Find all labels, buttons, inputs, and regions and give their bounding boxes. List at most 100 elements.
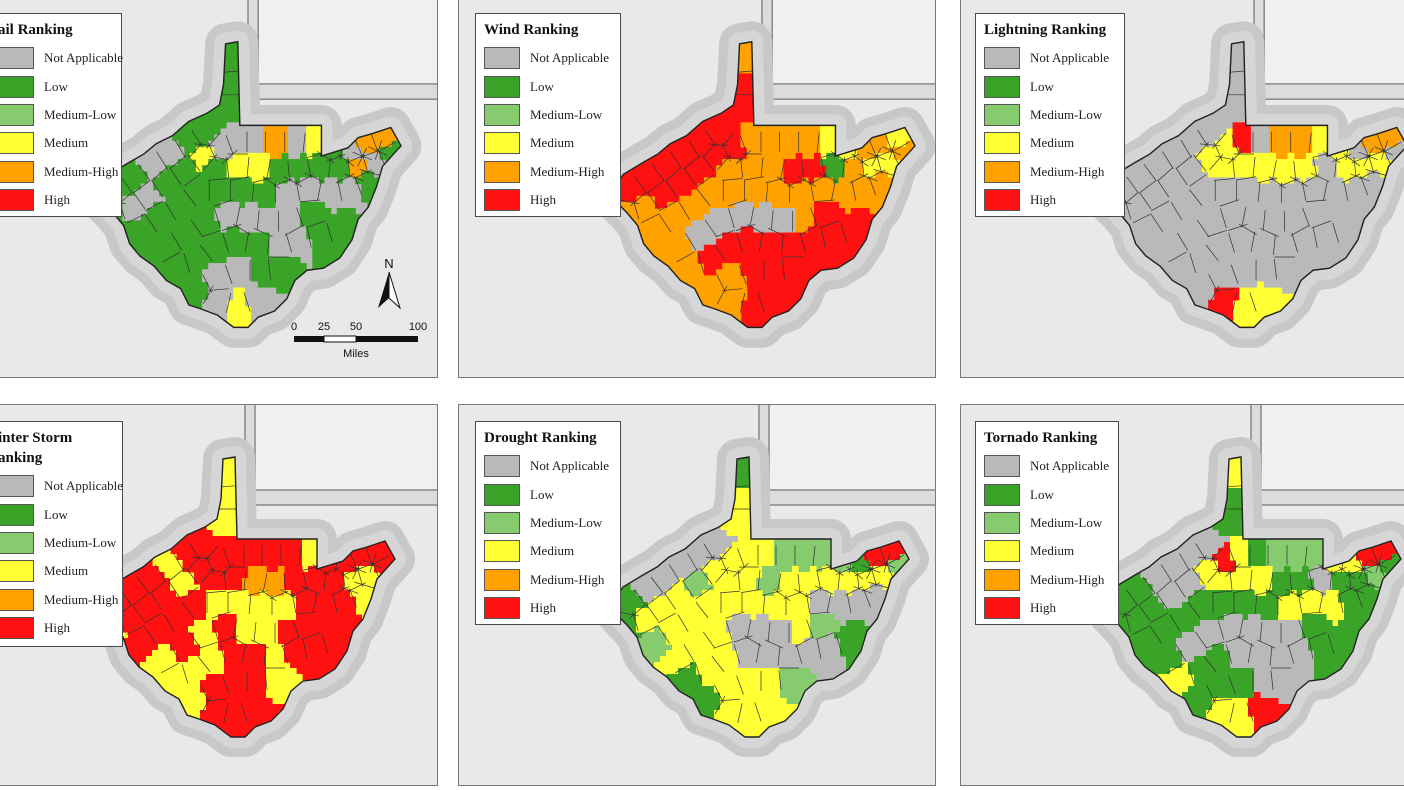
legend-item: Medium-Low <box>0 101 116 129</box>
county <box>165 189 197 221</box>
legend-item: Medium-High <box>984 566 1110 594</box>
legend-item: High <box>0 186 113 214</box>
legend-label: Low <box>44 506 68 522</box>
county <box>1224 638 1255 669</box>
county <box>1188 590 1213 621</box>
county <box>1284 620 1303 645</box>
legend-label: High <box>1030 192 1056 208</box>
county <box>740 256 766 289</box>
county <box>765 177 791 209</box>
county <box>226 256 252 289</box>
neighbor-states <box>1253 0 1404 100</box>
neighbor-states <box>1250 405 1404 506</box>
legend-item: Not Applicable <box>0 44 123 72</box>
county <box>1230 536 1249 567</box>
county <box>284 638 315 687</box>
legend-item: Medium-Low <box>484 101 612 129</box>
legend-swatch <box>0 475 34 498</box>
legend-item: Medium <box>484 537 612 565</box>
county <box>248 590 273 621</box>
legend-title: inter Storm anking <box>0 430 73 466</box>
county <box>200 644 225 675</box>
legend-item: Low <box>0 72 113 100</box>
state-outline <box>100 456 396 738</box>
county <box>1159 165 1191 197</box>
scale-tick-25: 25 <box>318 321 330 333</box>
county <box>251 177 277 209</box>
legend-item: Medium <box>0 557 114 585</box>
scale-tick-100: 100 <box>409 321 427 333</box>
county <box>1208 263 1240 289</box>
legend-label: Low <box>1030 486 1054 502</box>
legend-swatch <box>984 455 1020 478</box>
county <box>266 644 291 669</box>
map-hail <box>0 0 437 377</box>
legend-label: Medium-Low <box>1030 514 1103 530</box>
county <box>756 644 781 669</box>
county <box>697 244 729 276</box>
legend-swatch <box>484 160 520 183</box>
county <box>287 226 319 276</box>
county <box>1194 620 1225 651</box>
legend-item: Not Applicable <box>484 44 612 72</box>
county <box>758 232 785 258</box>
county <box>152 578 183 609</box>
legend-label: Not Applicable <box>44 478 124 494</box>
county <box>296 614 327 639</box>
county <box>1257 256 1277 289</box>
county-boundaries <box>619 485 904 723</box>
legend-label: Low <box>530 486 554 502</box>
legend-swatch <box>984 47 1020 70</box>
county <box>182 590 207 621</box>
county <box>1140 596 1171 621</box>
county <box>1170 602 1201 633</box>
county <box>810 614 841 639</box>
legend-lightning: Lightning Ranking Not Applicable Low Mediu… <box>975 13 1125 217</box>
state-outline <box>614 40 916 329</box>
legend-swatch <box>984 103 1020 126</box>
legend-label: Low <box>44 78 68 94</box>
legend-label: Not Applicable <box>1030 458 1110 474</box>
county <box>218 638 249 669</box>
county <box>1214 177 1240 209</box>
county <box>1324 177 1350 215</box>
county <box>702 620 733 651</box>
legend-item: Medium-High <box>0 158 118 186</box>
county <box>783 232 809 258</box>
county <box>1254 590 1279 621</box>
map-panel-winter-storm: inter Storm anking Not Applicable Low Medi… <box>0 404 438 786</box>
county <box>1320 590 1345 627</box>
scale-unit: Miles <box>343 348 369 360</box>
county <box>756 566 781 597</box>
county <box>183 177 209 209</box>
county <box>134 596 165 621</box>
legend-title: Lightning Ranking <box>984 22 1107 38</box>
county <box>230 590 249 621</box>
legend-label: Medium-High <box>44 163 119 179</box>
county <box>810 590 829 615</box>
legend-item: Medium-Low <box>984 101 1116 129</box>
county <box>1218 614 1243 645</box>
county <box>1250 232 1277 258</box>
county-boundaries <box>1111 485 1396 723</box>
county <box>251 256 271 289</box>
county <box>226 152 252 179</box>
legend-swatch <box>484 597 520 620</box>
county <box>660 614 691 645</box>
county <box>696 590 721 621</box>
legend-item: Medium-High <box>0 586 118 614</box>
county <box>232 177 252 209</box>
county <box>765 256 785 289</box>
legend-swatch <box>0 617 34 640</box>
county-boundaries <box>619 70 910 313</box>
county <box>134 183 166 209</box>
legend-label: Medium <box>44 135 89 151</box>
legend-title: ail Ranking <box>0 22 73 38</box>
county <box>281 208 301 234</box>
county <box>1230 566 1255 591</box>
county <box>783 152 803 185</box>
county <box>758 152 785 185</box>
legend-swatch <box>484 103 520 126</box>
county <box>1176 632 1207 663</box>
county-boundaries <box>105 70 396 313</box>
